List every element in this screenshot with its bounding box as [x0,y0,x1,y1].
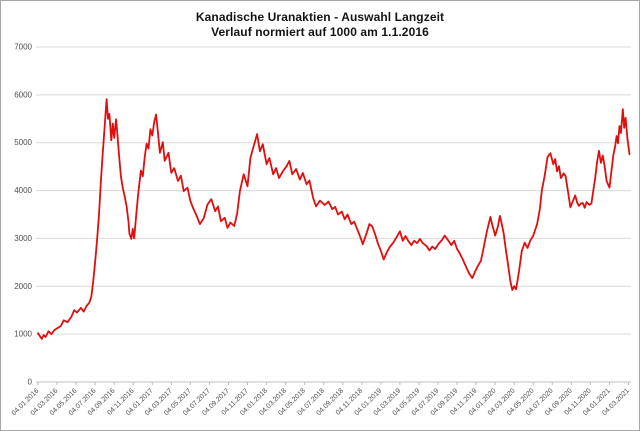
y-tick-label: 4000 [14,186,32,195]
y-tick-label: 3000 [14,234,32,243]
price-line [37,98,631,340]
y-tick-label: 7000 [14,43,32,52]
y-tick-label: 6000 [14,90,32,99]
y-tick-label: 2000 [14,282,32,291]
y-tick-label: 5000 [14,138,32,147]
y-tick-label: 0 [28,378,33,387]
y-tick-label: 1000 [14,330,32,339]
chart-title: Kanadische Uranaktien - Auswahl Langzeit [195,10,445,24]
chart-subtitle: Verlauf normiert auf 1000 am 1.1.2016 [211,25,429,39]
